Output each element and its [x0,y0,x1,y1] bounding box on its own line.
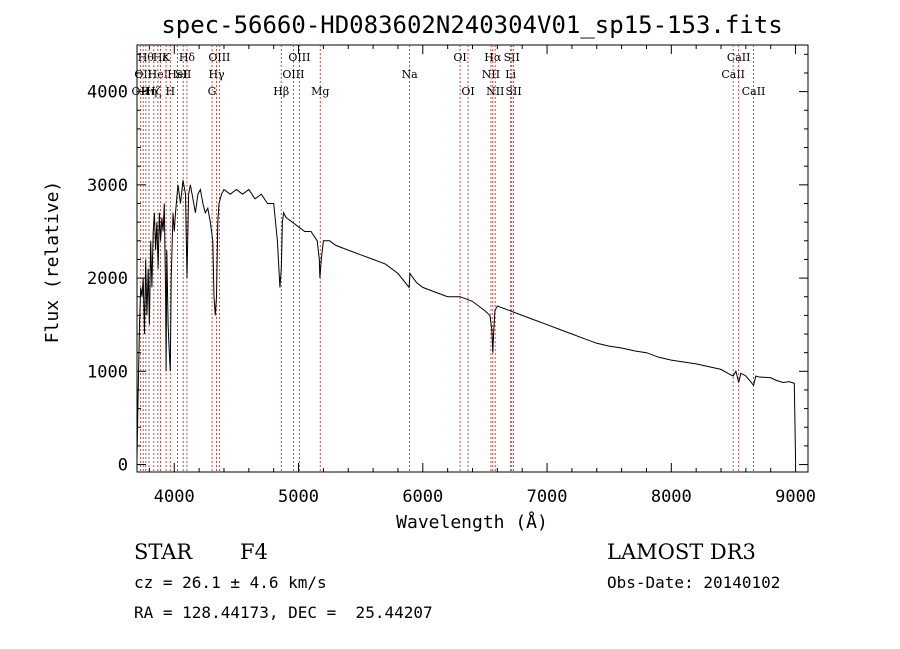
x-tick-label: 8000 [651,487,692,507]
spectral-line-label: G [208,85,217,98]
y-tick-label: 4000 [87,83,128,103]
spectral-line-label: OII [134,68,152,81]
y-tick-label: 2000 [87,269,128,289]
spectral-line-label: OII [131,85,149,98]
x-axis-label: Wavelength (Å) [396,511,548,533]
survey-name: LAMOST DR3 [607,540,756,564]
spectral-line-label: Hγ [208,68,225,81]
spectral-line-label: HeI [148,68,168,81]
x-tick-label: 9000 [775,487,816,507]
flux-series-line [136,180,797,463]
spectral-line-label: K [162,51,171,64]
spectral-line-label: Na [402,68,419,81]
spectral-line-label: Hβ [273,85,289,98]
plot-frame [136,44,809,473]
spectral-line-label: Hε [153,51,169,64]
spectral-line-label: CaII [742,85,766,98]
spectral-line-label: Hδ [179,51,196,64]
x-tick-label: 7000 [527,487,568,507]
x-tick-label: 6000 [402,487,443,507]
spectral-line-label: SII [175,68,191,81]
spectral-line-label: NII [482,68,500,81]
x-tick-label: 5000 [278,487,319,507]
y-tick-label: 0 [118,456,128,476]
object-class: STAR [134,540,193,564]
spectral-line-label: CaII [727,51,751,64]
spectral-line-label: Hζ [146,85,162,98]
spectral-line-label: CaII [721,68,745,81]
spectral-line-markers: OIIOIIHθHηHζHeIHεKHHeISIIHδGHγOIIIHβOIII… [131,45,765,472]
spectral-line-label: Mg [311,85,329,98]
spectral-line-label: OI [461,85,474,98]
redshift-velocity: cz = 26.1 ± 4.6 km/s [134,573,327,592]
spectral-line-label: Hθ [138,51,155,64]
y-tick-label: 3000 [87,176,128,196]
spectral-line-label: Hη [141,85,157,98]
spectral-line-label: SII [504,51,520,64]
spectral-line-label: OIII [282,68,304,81]
chart-title: spec-56660-HD083602N240304V01_sp15-153.f… [161,11,782,39]
spectral-line-label: OI [453,51,466,64]
observation-date: Obs-Date: 20140102 [607,573,781,592]
spectral-line-label: SII [506,85,522,98]
spectral-line-label: Li [505,68,516,81]
spectral-line-label: OIII [208,51,230,64]
spectral-subclass: F4 [240,540,268,564]
spectral-line-label: H [166,85,176,98]
spectral-line-label: Hα [484,51,502,64]
x-tick-label: 4000 [154,487,195,507]
coordinates: RA = 128.44173, DEC = 25.44207 [134,603,433,622]
axis-ticks: 4000 5000 6000 7000 8000 9000 0 1000 2000 3000 400… [87,45,816,507]
spectral-line-label: OIII [288,51,310,64]
y-tick-label: 1000 [87,362,128,382]
spectral-line-label: HeI [167,68,187,81]
spectral-line-label: NII [486,85,504,98]
y-axis-label: Flux (relative) [42,181,63,344]
